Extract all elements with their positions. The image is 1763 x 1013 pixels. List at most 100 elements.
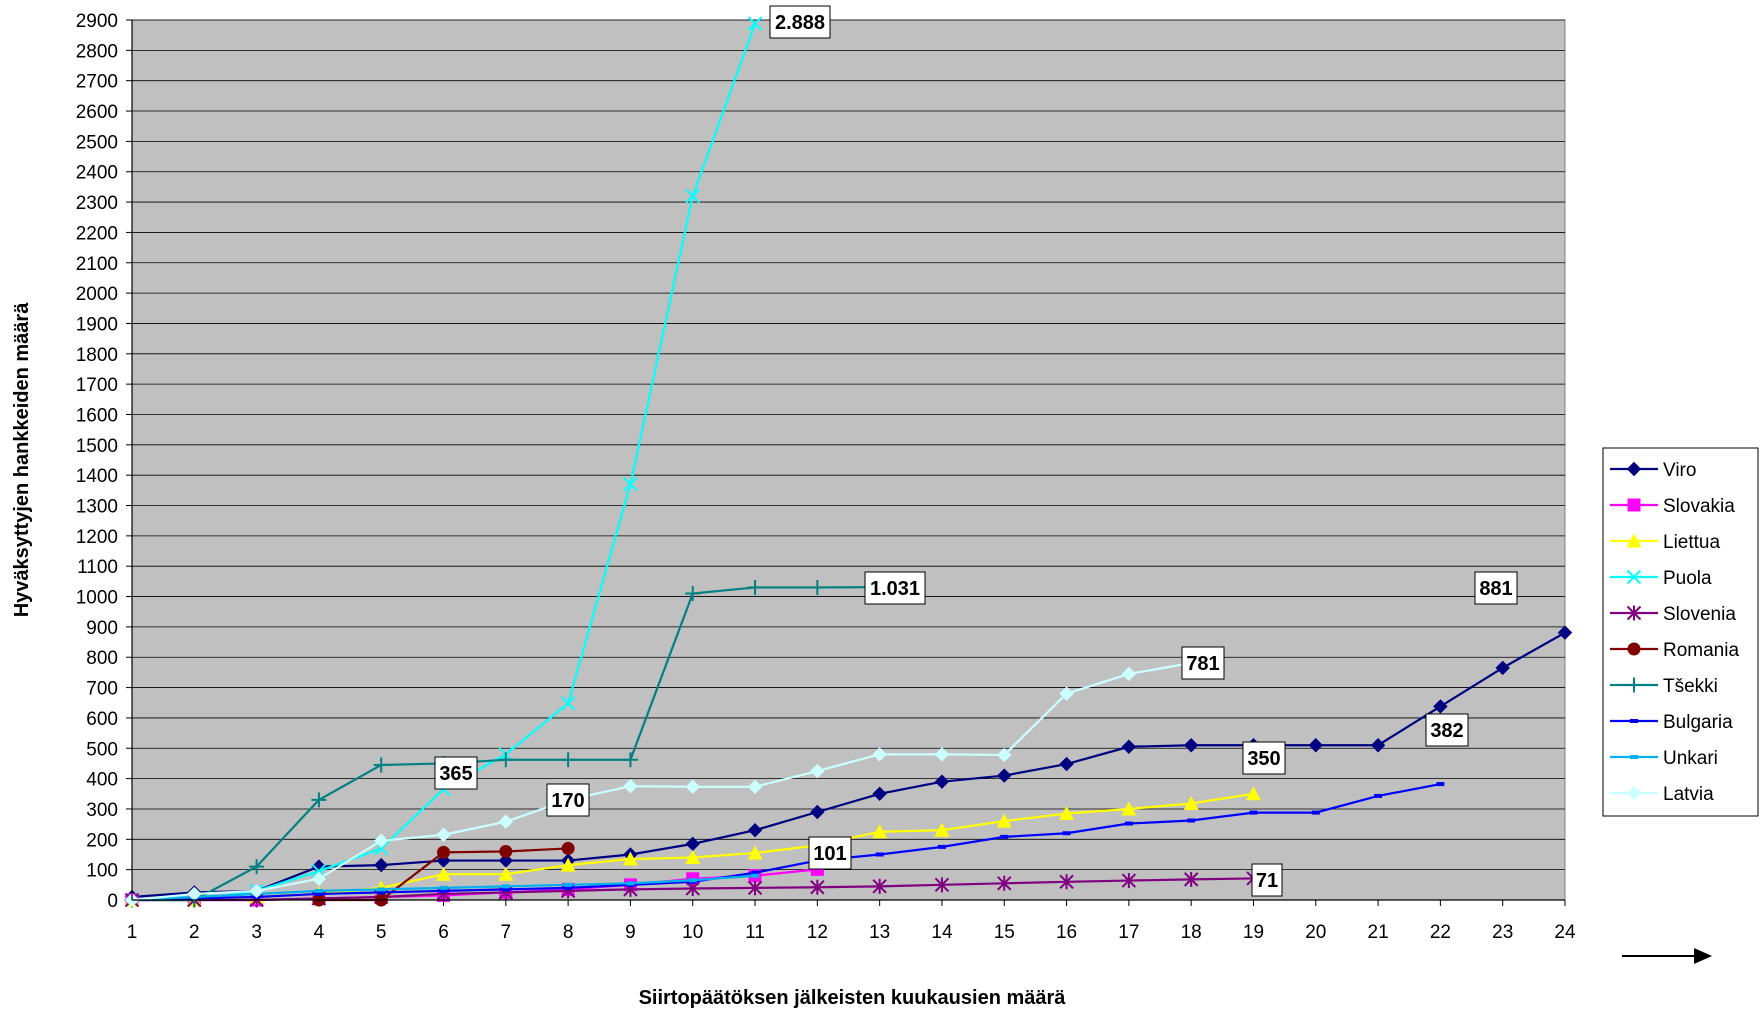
data-point-unkari [377, 887, 386, 892]
data-point-viro [1557, 625, 1573, 640]
legend-label: Slovenia [1663, 604, 1736, 625]
legend-item-unkari: Unkari [1610, 748, 1718, 769]
legend-item-romania: Romania [1610, 640, 1739, 661]
x-tick-label: 15 [994, 922, 1015, 943]
y-tick-label: 700 [86, 679, 118, 700]
legend-marker-viro [1626, 461, 1642, 477]
legend-label: Unkari [1663, 748, 1718, 769]
data-label: 781 [1181, 646, 1225, 680]
data-point-bulgaria [564, 885, 573, 890]
data-point-slovenia [997, 875, 1012, 891]
data-point-bulgaria [875, 852, 884, 857]
legend-marker-puola [1626, 569, 1642, 585]
y-tick-label: 2300 [76, 193, 118, 214]
y-tick-label: 1000 [76, 588, 118, 609]
data-point-latvia [436, 827, 451, 842]
data-point-latvia [249, 883, 264, 899]
x-tick-label: 6 [438, 922, 449, 943]
data-point-puola [560, 696, 576, 711]
series-line-latvia [131, 661, 1192, 902]
data-point-latvia [685, 779, 700, 795]
y-tick-label: 2200 [76, 223, 118, 244]
y-tick-label: 1100 [77, 557, 118, 578]
y-tick-label: 900 [86, 618, 118, 639]
data-point-bulgaria [1436, 782, 1445, 787]
y-tick-label: 1700 [76, 375, 118, 396]
data-label: 350 [1242, 741, 1286, 775]
data-point-bulgaria [501, 887, 510, 892]
x-tick-label: 2 [189, 922, 200, 943]
legend-marker-slovakia [1627, 498, 1641, 512]
data-point-latvia [498, 814, 514, 829]
y-tick-label: 300 [86, 800, 118, 821]
data-point-liettua [1183, 796, 1199, 811]
data-point-unkari [751, 873, 760, 878]
data-point-slovenia [872, 878, 887, 894]
y-tick-label: 2100 [76, 254, 118, 275]
series-bulgaria [128, 782, 1445, 902]
data-labels: 2.888 1.031 881 781 382 365 350 170 101 71 [434, 5, 1518, 897]
data-label: 71 [1251, 863, 1283, 897]
data-point-viro [1183, 738, 1199, 753]
legend-marker-romania [1627, 642, 1641, 656]
series-line-bulgaria [131, 783, 1441, 902]
x-tick-label: 20 [1305, 922, 1326, 943]
data-point-bulgaria [377, 890, 386, 895]
legend-item-liettua: Liettua [1610, 532, 1720, 553]
data-point-latvia [872, 747, 887, 762]
legend-marker-latvia [1626, 785, 1642, 801]
series-line-viro [131, 631, 1566, 899]
series-viro [124, 625, 1573, 905]
data-label: 881 [1474, 571, 1518, 605]
x-tick-label: 10 [682, 922, 703, 943]
data-point-latvia [934, 747, 950, 762]
y-tick-label: 1900 [76, 314, 118, 335]
y-tick-label: 1600 [76, 405, 118, 426]
data-point-viro [1308, 738, 1323, 753]
data-point-latvia [623, 778, 638, 794]
data-point-viro [747, 822, 763, 838]
y-tick-label: 800 [86, 648, 118, 669]
x-tick-label: 11 [745, 922, 765, 943]
y-tick-label: 2000 [76, 284, 118, 305]
data-point-viro [374, 857, 389, 873]
legend-item-bulgaria: Bulgaria [1610, 712, 1733, 733]
data-point-bulgaria [314, 891, 323, 896]
data-point-liettua [560, 857, 576, 872]
data-point-puola [623, 477, 638, 492]
svg-text:101: 101 [813, 843, 846, 865]
data-point-viro [1059, 756, 1074, 772]
svg-text:2.888: 2.888 [775, 12, 825, 34]
data-label: 2.888 [769, 5, 831, 39]
svg-text:71: 71 [1256, 870, 1278, 892]
y-tick-label: 1200 [76, 527, 118, 548]
data-label: 382 [1425, 713, 1469, 747]
legend-label: Bulgaria [1663, 712, 1733, 733]
data-point-viro [1433, 699, 1448, 714]
x-tick-label: 8 [563, 922, 574, 943]
data-point-latvia [1121, 666, 1137, 682]
x-tick-label: 22 [1430, 922, 1451, 943]
data-point-slovenia [934, 877, 950, 893]
x-tick-label: 21 [1368, 922, 1389, 943]
data-label: 101 [808, 836, 852, 870]
y-tick-label: 600 [86, 709, 118, 730]
data-point-liettua [872, 824, 888, 839]
data-point-latvia [374, 833, 389, 849]
plot-area [131, 19, 1566, 901]
y-tick-label: 1500 [76, 436, 118, 457]
x-tick-label: 18 [1181, 922, 1202, 943]
data-point-puola [747, 16, 763, 31]
data-point-liettua [934, 822, 950, 837]
legend: Viro Slovakia Liettua Puola Slovenia Romania T… [1610, 460, 1739, 805]
y-tick-label: 100 [86, 861, 118, 882]
data-point-viro [997, 768, 1012, 783]
data-point-liettua [1059, 806, 1075, 821]
legend-item-slovakia: Slovakia [1610, 496, 1735, 517]
y-tick-label: 1800 [76, 345, 118, 366]
x-tick-label: 24 [1554, 922, 1576, 943]
legend-label: Tšekki [1663, 676, 1718, 697]
legend-marker-slovenia [1626, 605, 1642, 621]
legend-label: Viro [1663, 460, 1696, 481]
x-tick-label: 23 [1492, 922, 1513, 943]
